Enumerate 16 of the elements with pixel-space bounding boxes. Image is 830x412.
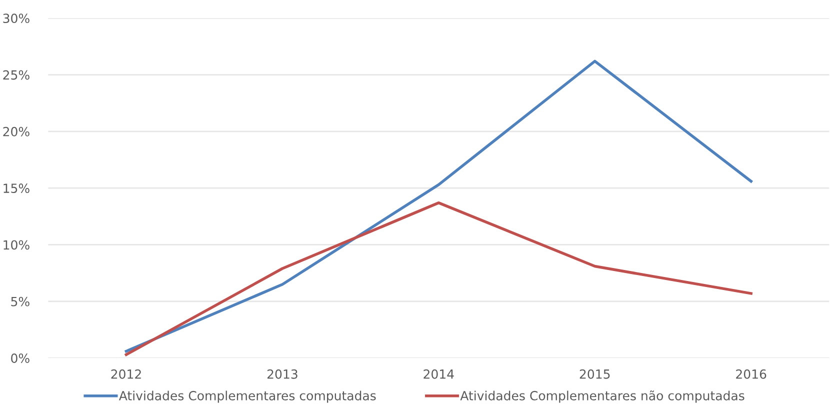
line-series (124, 60, 752, 353)
line-series (124, 201, 752, 356)
y-tick-label: 5% (11, 296, 30, 306)
y-tick-label: 30% (3, 14, 30, 24)
y-tick-label: 25% (3, 70, 30, 80)
legend-label: Atividades Complementares computadas (118, 390, 376, 403)
x-tick-label: 2013 (267, 369, 298, 379)
x-tick-label: 2015 (580, 369, 610, 379)
legend-label: Atividades Complementares não computadas (460, 390, 744, 403)
x-tick-label: 2012 (111, 369, 141, 379)
x-tick-label: 2016 (736, 369, 766, 379)
y-tick-label: 0% (11, 354, 30, 363)
y-tick-label: 15% (4, 184, 30, 194)
x-tick-label: 2014 (424, 369, 454, 379)
y-tick-label: 10% (4, 240, 30, 250)
y-tick-label: 20% (3, 126, 30, 136)
